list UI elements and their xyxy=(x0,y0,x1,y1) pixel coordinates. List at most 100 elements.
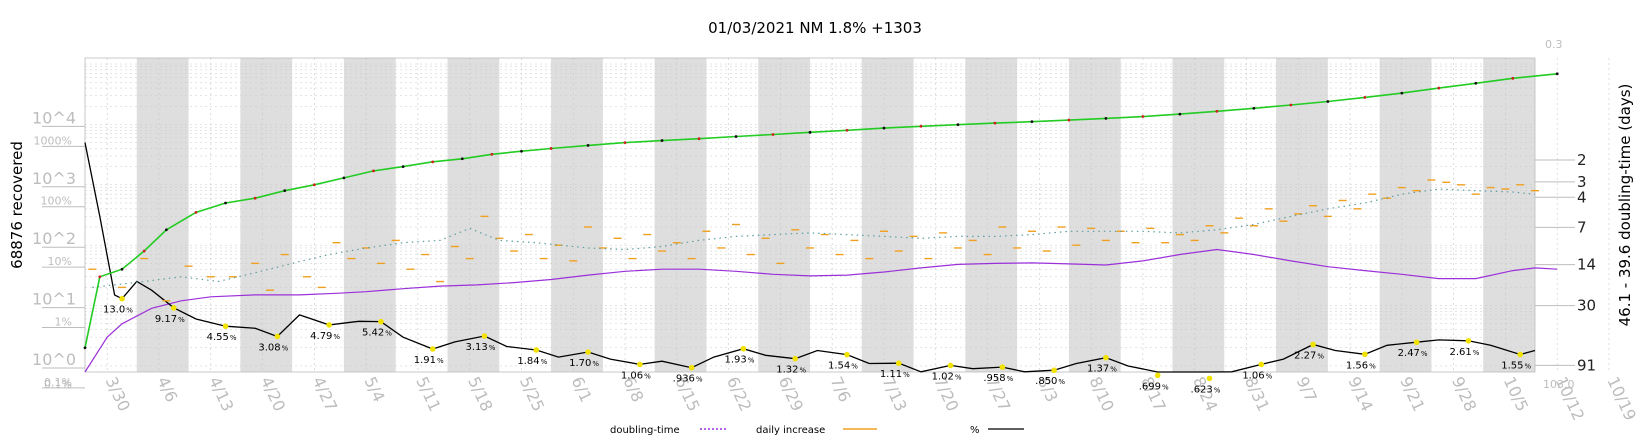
right-tick-label-5: 30 xyxy=(1577,297,1596,315)
annotation-dot-2 xyxy=(222,323,229,330)
annotation-unit-17: % xyxy=(1007,375,1014,383)
recovered-marker-43 xyxy=(1511,76,1515,80)
x-tick-label-20: 8/17 xyxy=(1137,374,1169,415)
annotation-dot-7 xyxy=(481,333,488,339)
left-pct-tick-label-3: 100% xyxy=(41,195,72,208)
recovered-marker-31 xyxy=(1067,118,1071,122)
annotation-label-17: .958% xyxy=(983,373,1013,384)
right-tick-label-3: 7 xyxy=(1577,218,1587,236)
series-line-1 xyxy=(84,142,1536,373)
recovered-marker-44 xyxy=(1555,72,1559,76)
annotation-label-27: 1.55% xyxy=(1501,360,1531,371)
right-tick-label-2: 4 xyxy=(1577,188,1587,206)
recovered-marker-41 xyxy=(1437,86,1441,90)
annotation-unit-21: % xyxy=(1214,386,1221,394)
x-tick-label-12: 6/22 xyxy=(723,374,755,415)
recovered-marker-33 xyxy=(1141,115,1145,118)
right-axis-title: 46.1 - 39.6 doubling-time (days) xyxy=(1616,84,1634,327)
annotation-unit-1: % xyxy=(178,316,185,324)
weekend-band-9 xyxy=(1068,58,1121,372)
recovered-marker-39 xyxy=(1363,96,1367,99)
annotation-label-0: 13.0% xyxy=(103,305,133,316)
recovered-marker-40 xyxy=(1400,91,1404,95)
right-axis-ticks: 2 34 7 14 30 91 0.3 103.0 xyxy=(1535,38,1596,391)
recovered-marker-1 xyxy=(98,275,102,279)
x-tick-label-8: 5/25 xyxy=(516,374,548,415)
recovered-marker-10 xyxy=(342,176,346,180)
annotation-dot-24 xyxy=(1362,351,1368,358)
annotation-unit-27: % xyxy=(1525,362,1532,370)
annotation-unit-24: % xyxy=(1369,362,1376,370)
recovered-marker-38 xyxy=(1326,100,1330,103)
right-tick-label-6: 91 xyxy=(1577,356,1596,374)
annotation-label-2: 4.55% xyxy=(207,332,237,343)
series-line-0 xyxy=(84,248,1558,373)
x-tick-label-27: 10/5 xyxy=(1500,374,1532,415)
recovered-marker-18 xyxy=(586,143,590,147)
recovered-marker-23 xyxy=(771,133,775,136)
weekend-bands xyxy=(136,58,1535,372)
recovered-marker-2 xyxy=(120,267,124,271)
annotation-dot-9 xyxy=(585,349,591,355)
annotation-unit-0: % xyxy=(126,307,133,315)
recovered-marker-28 xyxy=(956,123,960,127)
weekend-band-12 xyxy=(1379,58,1432,372)
annotation-label-4: 4.79% xyxy=(310,331,340,342)
annotation-label-3: 3.08% xyxy=(258,342,288,353)
annotation-label-22: 1.06% xyxy=(1242,370,1272,381)
annotation-dot-17 xyxy=(999,364,1006,370)
weekend-band-7 xyxy=(861,58,914,372)
annotation-label-8: 1.84% xyxy=(517,356,547,367)
annotation-unit-6: % xyxy=(437,357,444,365)
x-tick-label-29: 10/19 xyxy=(1603,374,1640,424)
annotation-unit-18: % xyxy=(1058,378,1065,386)
x-tick-label-9: 6/1 xyxy=(568,374,596,405)
recovered-marker-32 xyxy=(1104,116,1108,120)
x-tick-label-25: 9/21 xyxy=(1396,374,1428,415)
annotation-dot-27 xyxy=(1517,351,1524,358)
x-tick-label-2: 4/13 xyxy=(205,374,237,415)
annotation-label-16: 1.02% xyxy=(932,371,962,382)
recovered-marker-8 xyxy=(283,189,287,193)
right-tick-label-1: 3 xyxy=(1577,173,1587,191)
x-tick-label-13: 6/29 xyxy=(775,374,807,415)
x-tick-label-1: 4/6 xyxy=(153,374,181,405)
annotation-unit-13: % xyxy=(800,367,807,375)
x-tick-label-24: 9/14 xyxy=(1344,374,1376,415)
recovered-marker-15 xyxy=(490,152,494,156)
series-line-3 xyxy=(92,188,1536,288)
annotation-label-13: 1.32% xyxy=(776,365,806,376)
x-tick-label-6: 5/11 xyxy=(412,374,444,415)
annotation-dot-8 xyxy=(533,347,540,353)
x-tick-label-3: 4/20 xyxy=(257,374,289,415)
left-pct-tick-label-2: 10% xyxy=(48,255,72,268)
recovered-marker-36 xyxy=(1252,106,1256,110)
recovered-marker-16 xyxy=(520,149,523,153)
annotation-label-11: .936% xyxy=(673,374,703,385)
recovered-marker-25 xyxy=(845,128,849,132)
weekend-band-10 xyxy=(1172,58,1225,372)
annotation-unit-7: % xyxy=(489,344,496,352)
recovered-marker-6 xyxy=(224,201,227,205)
annotation-dot-1 xyxy=(170,305,177,311)
annotation-label-19: 1.37% xyxy=(1087,364,1117,375)
annotation-dot-10 xyxy=(637,361,643,368)
recovered-marker-27 xyxy=(919,124,923,128)
recovered-marker-24 xyxy=(808,130,812,134)
annotation-unit-5: % xyxy=(385,330,392,338)
weekend-band-6 xyxy=(758,58,810,372)
left-count-tick-label-2: 10^2 xyxy=(32,229,76,248)
annotation-dot-23 xyxy=(1310,341,1316,348)
weekend-band-3 xyxy=(447,58,500,372)
left-pct-tick-label-4: 1000% xyxy=(34,134,72,147)
left-count-tick-label-0: 10^0 xyxy=(32,350,76,369)
right-bottom-label: 103.0 xyxy=(1543,378,1575,391)
annotation-unit-11: % xyxy=(696,376,703,384)
annotation-dot-3 xyxy=(274,333,281,340)
recovered-marker-5 xyxy=(194,210,198,214)
recovered-marker-34 xyxy=(1178,112,1182,116)
annotation-label-23: 2.27% xyxy=(1294,350,1324,361)
recovered-marker-17 xyxy=(549,147,553,150)
weekend-band-1 xyxy=(240,58,293,372)
annotation-dot-16 xyxy=(947,362,954,369)
